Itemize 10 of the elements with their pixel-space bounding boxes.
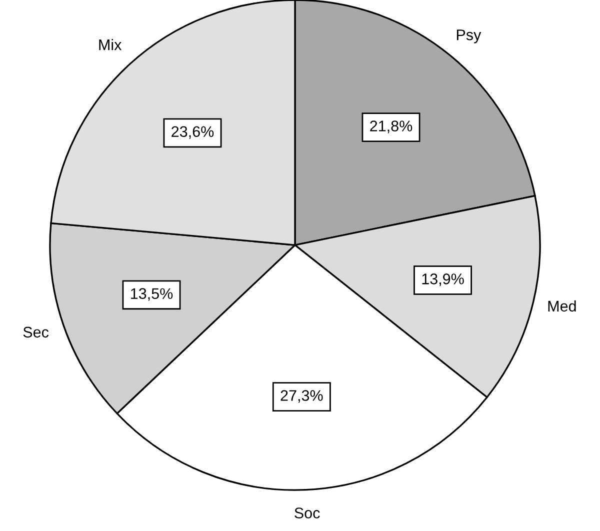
data-label: 13,5% — [131, 288, 173, 301]
data-label: 27,3% — [280, 390, 323, 403]
slice-label: Mix — [99, 38, 122, 50]
data-label: 23,6% — [172, 126, 214, 139]
slice-label: Sec — [23, 326, 49, 338]
slice-label: Med — [548, 300, 576, 312]
slice-label: Soc — [294, 508, 320, 518]
data-label: 21,8% — [370, 120, 412, 134]
slice-label: Psy — [456, 30, 482, 44]
data-label: 13,9% — [422, 274, 464, 286]
